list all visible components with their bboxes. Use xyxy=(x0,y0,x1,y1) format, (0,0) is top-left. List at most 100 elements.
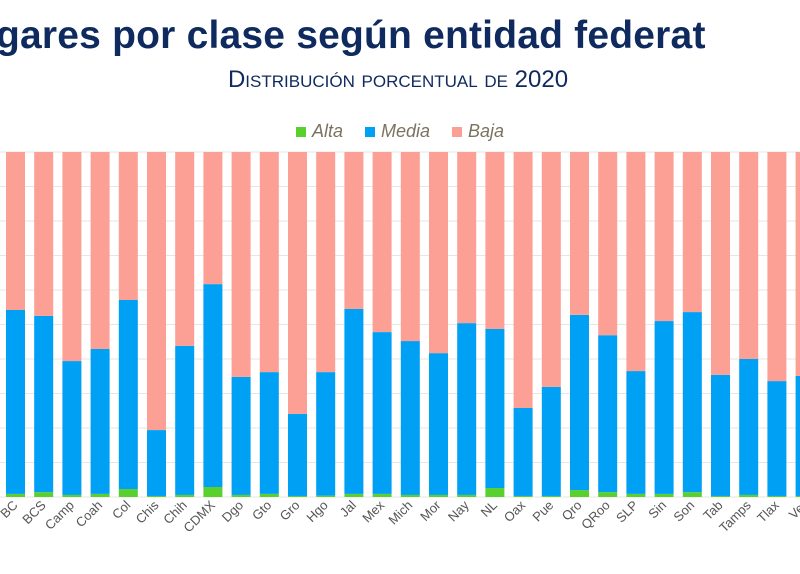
x-tick-label: Tamps xyxy=(716,497,754,535)
bar-alta-sin xyxy=(654,493,674,497)
bar-alta-chis xyxy=(147,495,166,497)
bar-alta-bc xyxy=(6,493,25,497)
bar-media-jal xyxy=(344,308,364,494)
bar-alta-ver xyxy=(795,495,800,497)
bar-alta-mor xyxy=(429,494,448,497)
x-tick-label: Tlax xyxy=(754,497,782,525)
x-tick-label: Col xyxy=(109,497,133,521)
bar-media-camp xyxy=(62,361,82,495)
x-tick-label: Nay xyxy=(445,497,472,524)
bar-media-sin xyxy=(654,321,674,494)
bar-alta-tlax xyxy=(767,495,787,497)
bar-baja-son xyxy=(682,152,702,313)
x-tick-label: Chis xyxy=(133,497,162,526)
bar-baja-bc xyxy=(6,152,25,311)
bar-alta-qroo xyxy=(598,492,618,497)
bar-baja-tab xyxy=(711,152,730,375)
legend-item-alta: Alta xyxy=(295,121,343,142)
bar-media-coah xyxy=(90,348,110,494)
x-tick-label: BC xyxy=(0,498,21,521)
bar-baja-ver xyxy=(795,152,800,376)
bar-media-mich xyxy=(400,341,420,495)
bar-alta-gto xyxy=(259,493,279,497)
x-tick-label: Hgo xyxy=(303,498,330,525)
bar-baja-nl xyxy=(485,152,505,329)
x-tick-label: Son xyxy=(670,498,697,525)
x-tick-label: SLP xyxy=(613,498,641,526)
x-tick-label: Oax xyxy=(501,497,529,525)
x-tick-label: Mex xyxy=(359,497,387,525)
bar-media-chis xyxy=(147,430,166,496)
legend-item-baja: Baja xyxy=(452,121,504,142)
bar-media-gto xyxy=(259,372,279,494)
bar-alta-tab xyxy=(711,495,730,497)
legend-label-media: Media xyxy=(380,121,431,141)
x-tick-label: NL xyxy=(478,498,500,520)
x-tick-label: Mor xyxy=(417,497,444,524)
bar-baja-cdmx xyxy=(203,152,223,285)
x-tick-label: Pue xyxy=(529,498,556,525)
legend-item-media: Media xyxy=(364,121,431,142)
bar-media-nl xyxy=(485,328,505,489)
bar-baja-nay xyxy=(457,152,477,324)
bar-media-tamps xyxy=(739,359,759,495)
x-tick-label: Dgo xyxy=(219,498,246,525)
x-tick-label: Mich xyxy=(385,498,415,528)
bar-media-mor xyxy=(429,353,448,495)
bar-baja-mor xyxy=(429,152,448,354)
bar-media-qroo xyxy=(598,335,618,493)
bar-baja-camp xyxy=(62,152,82,362)
chart-title: gares por clase según entidad federat xyxy=(0,14,706,57)
legend-swatch-alta xyxy=(295,126,306,137)
bar-baja-chis xyxy=(147,152,166,431)
bar-media-tab xyxy=(711,374,730,496)
bar-alta-mex xyxy=(372,493,392,497)
bar-baja-mex xyxy=(372,152,392,333)
legend-swatch-media xyxy=(364,126,375,137)
bar-media-hgo xyxy=(316,372,336,496)
bar-alta-dgo xyxy=(231,494,251,497)
bar-alta-mich xyxy=(400,494,420,497)
x-tick-label: QRoo xyxy=(578,498,613,533)
bar-alta-nay xyxy=(457,494,477,497)
bar-alta-hgo xyxy=(316,495,336,497)
bar-baja-col xyxy=(118,152,138,301)
bar-baja-chih xyxy=(175,152,195,346)
bar-media-gro xyxy=(288,413,307,496)
bar-media-bcs xyxy=(34,315,54,493)
x-tick-label: Ver xyxy=(786,497,800,522)
bar-alta-gro xyxy=(288,495,307,497)
bar-media-ver xyxy=(795,375,800,496)
legend: Alta Media Baja xyxy=(0,121,800,142)
bar-media-chih xyxy=(175,345,195,495)
bar-alta-nl xyxy=(485,488,505,497)
bar-alta-camp xyxy=(62,494,82,497)
bar-baja-mich xyxy=(400,152,420,342)
bar-baja-sin xyxy=(654,152,674,322)
bar-alta-oax xyxy=(513,495,533,497)
x-tick-label: Coah xyxy=(73,498,106,531)
bar-alta-bcs xyxy=(34,492,54,497)
legend-label-alta: Alta xyxy=(311,121,343,141)
x-tick-label: Sin xyxy=(645,498,669,522)
bar-media-oax xyxy=(513,407,533,496)
bar-media-son xyxy=(682,312,702,493)
bar-media-dgo xyxy=(231,376,251,495)
bar-alta-tamps xyxy=(739,494,759,497)
bar-media-nay xyxy=(457,323,477,495)
bar-baja-gro xyxy=(288,152,307,414)
bar-baja-bcs xyxy=(34,152,54,316)
bar-baja-hgo xyxy=(316,152,336,373)
bar-baja-tamps xyxy=(739,152,759,359)
bar-media-pue xyxy=(541,386,561,496)
x-tick-label: Gto xyxy=(249,498,274,523)
x-tick-label: CDMX xyxy=(180,497,218,535)
bar-baja-tlax xyxy=(767,152,787,382)
bar-alta-cdmx xyxy=(203,486,223,497)
bar-media-col xyxy=(118,300,138,490)
x-tick-label: Camp xyxy=(42,498,77,533)
bar-baja-coah xyxy=(90,152,110,349)
legend-label-baja: Baja xyxy=(468,121,505,141)
bar-alta-son xyxy=(682,492,702,497)
